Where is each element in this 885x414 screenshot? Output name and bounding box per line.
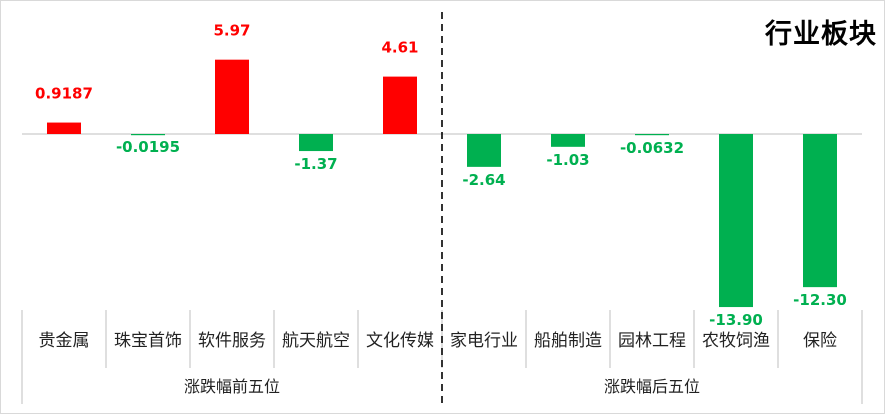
data-label-3: -1.37 bbox=[294, 155, 337, 173]
data-label-2: 5.97 bbox=[213, 22, 250, 40]
category-label-8: 农牧饲渔 bbox=[702, 331, 770, 351]
bar-0 bbox=[47, 122, 81, 134]
data-label-8: -13.90 bbox=[709, 311, 763, 329]
category-label-7: 园林工程 bbox=[618, 331, 686, 351]
category-label-4: 文化传媒 bbox=[366, 331, 434, 351]
data-label-0: 0.9187 bbox=[35, 85, 93, 103]
category-label-5: 家电行业 bbox=[450, 331, 518, 351]
category-label-9: 保险 bbox=[803, 331, 837, 351]
bar-8 bbox=[719, 134, 753, 308]
category-label-3: 航天航空 bbox=[282, 331, 350, 351]
bar-6 bbox=[551, 134, 585, 147]
bar-5 bbox=[467, 134, 501, 167]
category-label-2: 软件服务 bbox=[198, 331, 266, 351]
chart-title: 行业板块 bbox=[765, 19, 877, 50]
bar-7 bbox=[635, 134, 669, 136]
category-label-1: 珠宝首饰 bbox=[114, 331, 182, 351]
data-label-9: -12.30 bbox=[793, 291, 847, 309]
data-label-5: -2.64 bbox=[462, 171, 505, 189]
data-label-6: -1.03 bbox=[546, 151, 589, 169]
data-label-7: -0.0632 bbox=[620, 139, 684, 157]
category-label-6: 船舶制造 bbox=[534, 331, 602, 351]
bar-2 bbox=[215, 59, 249, 134]
group-label-0: 涨跌幅前五位 bbox=[184, 377, 280, 396]
bar-9 bbox=[803, 134, 837, 288]
data-label-1: -0.0195 bbox=[116, 138, 180, 156]
bar-4 bbox=[383, 76, 417, 134]
category-label-0: 贵金属 bbox=[39, 331, 90, 351]
group-label-1: 涨跌幅后五位 bbox=[604, 377, 700, 396]
bar-1 bbox=[131, 134, 165, 136]
data-label-4: 4.61 bbox=[381, 39, 418, 57]
bar-3 bbox=[299, 134, 333, 152]
